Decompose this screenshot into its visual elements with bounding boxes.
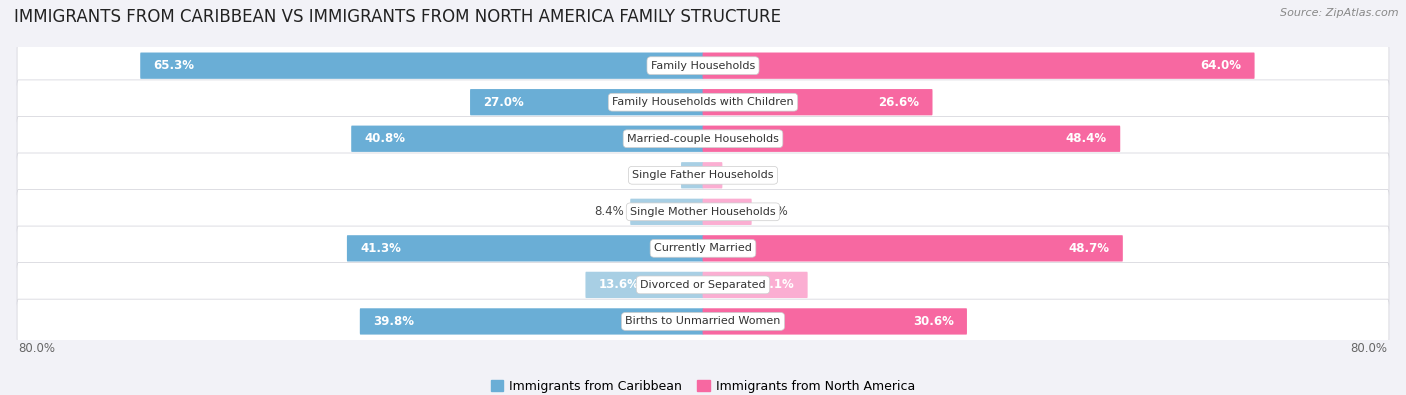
Text: 2.2%: 2.2% — [728, 169, 759, 182]
FancyBboxPatch shape — [703, 89, 932, 115]
Text: Single Mother Households: Single Mother Households — [630, 207, 776, 217]
FancyBboxPatch shape — [703, 53, 1254, 79]
Text: 65.3%: 65.3% — [153, 59, 194, 72]
Text: Family Households: Family Households — [651, 61, 755, 71]
Text: IMMIGRANTS FROM CARIBBEAN VS IMMIGRANTS FROM NORTH AMERICA FAMILY STRUCTURE: IMMIGRANTS FROM CARIBBEAN VS IMMIGRANTS … — [14, 8, 782, 26]
FancyBboxPatch shape — [360, 308, 703, 335]
FancyBboxPatch shape — [703, 272, 807, 298]
FancyBboxPatch shape — [141, 53, 703, 79]
Text: 48.4%: 48.4% — [1066, 132, 1107, 145]
Text: 41.3%: 41.3% — [360, 242, 401, 255]
Legend: Immigrants from Caribbean, Immigrants from North America: Immigrants from Caribbean, Immigrants fr… — [485, 375, 921, 395]
Text: 80.0%: 80.0% — [1351, 342, 1388, 355]
Text: 26.6%: 26.6% — [879, 96, 920, 109]
FancyBboxPatch shape — [703, 308, 967, 335]
Text: Source: ZipAtlas.com: Source: ZipAtlas.com — [1281, 8, 1399, 18]
Text: Births to Unmarried Women: Births to Unmarried Women — [626, 316, 780, 326]
Text: 8.4%: 8.4% — [593, 205, 624, 218]
FancyBboxPatch shape — [17, 226, 1389, 271]
Text: Married-couple Households: Married-couple Households — [627, 134, 779, 144]
Text: 80.0%: 80.0% — [18, 342, 55, 355]
FancyBboxPatch shape — [585, 272, 703, 298]
FancyBboxPatch shape — [17, 299, 1389, 344]
FancyBboxPatch shape — [352, 126, 703, 152]
FancyBboxPatch shape — [17, 190, 1389, 234]
Text: 39.8%: 39.8% — [373, 315, 415, 328]
FancyBboxPatch shape — [17, 43, 1389, 88]
FancyBboxPatch shape — [17, 80, 1389, 124]
Text: 64.0%: 64.0% — [1201, 59, 1241, 72]
FancyBboxPatch shape — [17, 153, 1389, 198]
Text: Single Father Households: Single Father Households — [633, 170, 773, 180]
FancyBboxPatch shape — [17, 117, 1389, 161]
FancyBboxPatch shape — [703, 162, 723, 188]
FancyBboxPatch shape — [470, 89, 703, 115]
Text: 12.1%: 12.1% — [754, 278, 794, 292]
Text: Currently Married: Currently Married — [654, 243, 752, 253]
FancyBboxPatch shape — [630, 199, 703, 225]
Text: 2.5%: 2.5% — [645, 169, 675, 182]
Text: 13.6%: 13.6% — [599, 278, 640, 292]
FancyBboxPatch shape — [703, 126, 1121, 152]
Text: 30.6%: 30.6% — [912, 315, 953, 328]
Text: 40.8%: 40.8% — [364, 132, 405, 145]
FancyBboxPatch shape — [703, 199, 752, 225]
Text: 48.7%: 48.7% — [1069, 242, 1109, 255]
Text: 27.0%: 27.0% — [484, 96, 524, 109]
FancyBboxPatch shape — [347, 235, 703, 261]
FancyBboxPatch shape — [681, 162, 703, 188]
Text: Divorced or Separated: Divorced or Separated — [640, 280, 766, 290]
FancyBboxPatch shape — [703, 235, 1123, 261]
FancyBboxPatch shape — [17, 263, 1389, 307]
Text: 5.6%: 5.6% — [758, 205, 787, 218]
Text: Family Households with Children: Family Households with Children — [612, 97, 794, 107]
